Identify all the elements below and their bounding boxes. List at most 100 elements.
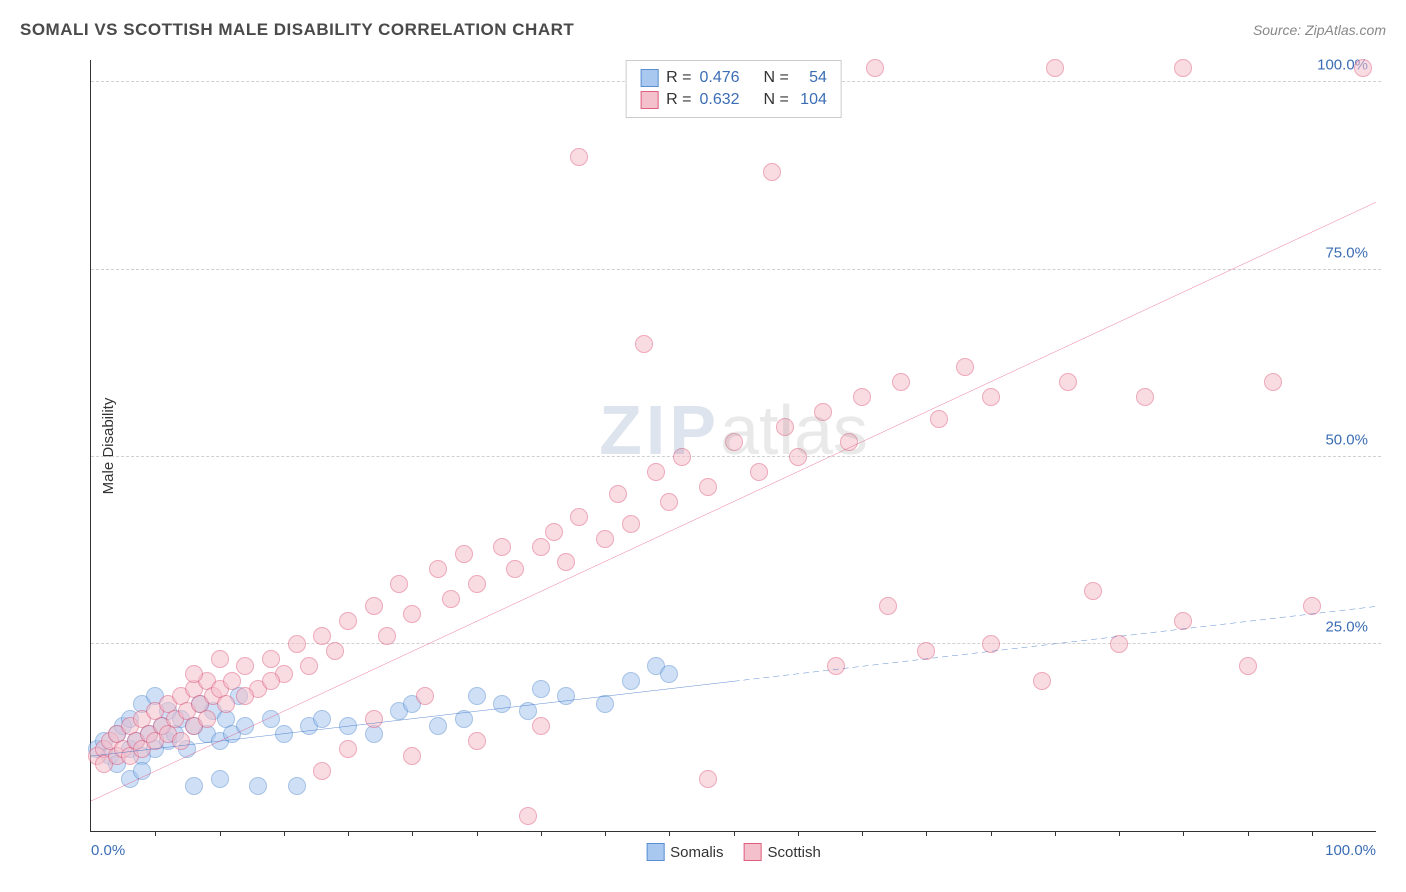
scatter-plot: ZIPatlas R = 0.476 N = 54 R = 0.632 N = …: [90, 60, 1376, 832]
data-point: [339, 740, 357, 758]
data-point: [917, 642, 935, 660]
data-point: [930, 410, 948, 428]
x-tick-label: 100.0%: [1325, 842, 1376, 859]
data-point: [198, 710, 216, 728]
x-tick-mark: [541, 831, 542, 836]
data-point: [596, 695, 614, 713]
data-point: [776, 418, 794, 436]
legend-item-somalis: Somalis: [646, 843, 723, 861]
chart-area: Male Disability ZIPatlas R = 0.476 N = 5…: [50, 60, 1376, 832]
data-point: [660, 493, 678, 511]
x-tick-mark: [734, 831, 735, 836]
x-tick-mark: [798, 831, 799, 836]
data-point: [892, 373, 910, 391]
y-tick-label: 50.0%: [1325, 431, 1368, 448]
gridline: [91, 643, 1381, 644]
data-point: [288, 635, 306, 653]
data-point: [763, 163, 781, 181]
x-tick-label: 0.0%: [91, 842, 125, 859]
data-point: [1046, 59, 1064, 77]
data-point: [1084, 582, 1102, 600]
data-point: [403, 605, 421, 623]
data-point: [365, 597, 383, 615]
data-point: [1239, 657, 1257, 675]
legend-row-scottish: R = 0.632 N = 104: [640, 89, 827, 111]
data-point: [699, 770, 717, 788]
data-point: [236, 687, 254, 705]
series-legend: Somalis Scottish: [646, 843, 821, 861]
data-point: [673, 448, 691, 466]
data-point: [288, 777, 306, 795]
chart-title: SOMALI VS SCOTTISH MALE DISABILITY CORRE…: [20, 20, 574, 40]
data-point: [429, 717, 447, 735]
data-point: [1303, 597, 1321, 615]
data-point: [814, 403, 832, 421]
data-point: [1264, 373, 1282, 391]
data-point: [609, 485, 627, 503]
data-point: [262, 650, 280, 668]
x-tick-mark: [348, 831, 349, 836]
data-point: [1059, 373, 1077, 391]
data-point: [596, 530, 614, 548]
data-point: [660, 665, 678, 683]
data-point: [236, 657, 254, 675]
data-point: [313, 762, 331, 780]
data-point: [866, 59, 884, 77]
data-point: [223, 672, 241, 690]
data-point: [519, 702, 537, 720]
data-point: [236, 717, 254, 735]
data-point: [557, 553, 575, 571]
data-point: [365, 710, 383, 728]
data-point: [532, 717, 550, 735]
x-tick-mark: [155, 831, 156, 836]
data-point: [442, 590, 460, 608]
data-point: [313, 710, 331, 728]
x-tick-mark: [926, 831, 927, 836]
data-point: [622, 515, 640, 533]
data-point: [172, 732, 190, 750]
y-tick-label: 25.0%: [1325, 618, 1368, 635]
source-label: Source: ZipAtlas.com: [1253, 22, 1386, 38]
x-tick-mark: [1055, 831, 1056, 836]
data-point: [982, 635, 1000, 653]
legend-swatch-scottish: [640, 91, 658, 109]
data-point: [622, 672, 640, 690]
x-tick-mark: [862, 831, 863, 836]
data-point: [879, 597, 897, 615]
correlation-legend: R = 0.476 N = 54 R = 0.632 N = 104: [625, 60, 842, 118]
y-tick-label: 75.0%: [1325, 244, 1368, 261]
legend-swatch-somalis: [640, 69, 658, 87]
data-point: [275, 725, 293, 743]
data-point: [185, 777, 203, 795]
x-tick-mark: [284, 831, 285, 836]
data-point: [506, 560, 524, 578]
x-tick-mark: [1248, 831, 1249, 836]
data-point: [262, 710, 280, 728]
data-point: [557, 687, 575, 705]
data-point: [429, 560, 447, 578]
data-point: [750, 463, 768, 481]
data-point: [532, 680, 550, 698]
data-point: [699, 478, 717, 496]
data-point: [493, 538, 511, 556]
data-point: [635, 335, 653, 353]
data-point: [262, 672, 280, 690]
gridline: [91, 456, 1381, 457]
legend-swatch-somalis-icon: [646, 843, 664, 861]
x-tick-mark: [412, 831, 413, 836]
data-point: [1136, 388, 1154, 406]
data-point: [211, 650, 229, 668]
data-point: [300, 657, 318, 675]
data-point: [532, 538, 550, 556]
legend-item-scottish: Scottish: [744, 843, 821, 861]
data-point: [956, 358, 974, 376]
data-point: [313, 627, 331, 645]
data-point: [853, 388, 871, 406]
data-point: [493, 695, 511, 713]
data-point: [1110, 635, 1128, 653]
data-point: [133, 762, 151, 780]
data-point: [1033, 672, 1051, 690]
data-point: [468, 575, 486, 593]
data-point: [326, 642, 344, 660]
x-tick-mark: [991, 831, 992, 836]
